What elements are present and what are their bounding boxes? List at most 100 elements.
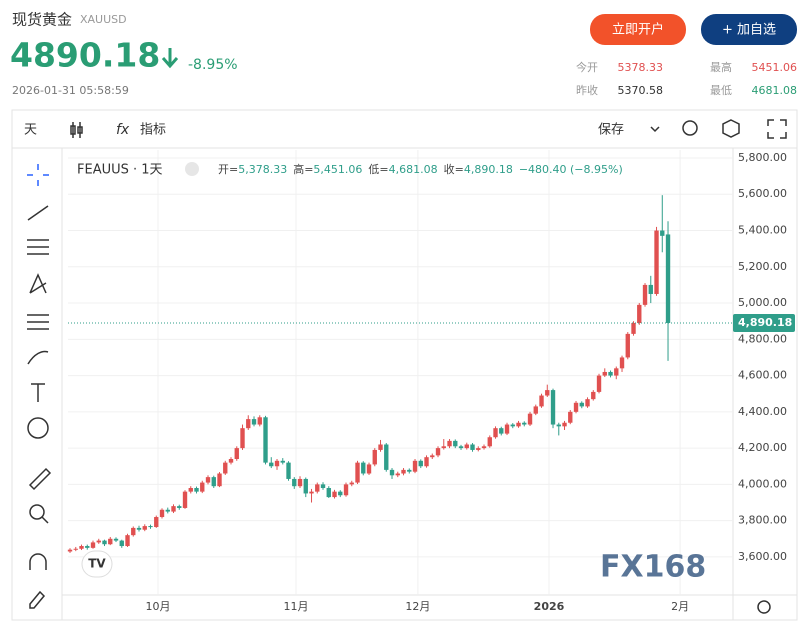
candle-body xyxy=(487,437,492,447)
candle-body xyxy=(458,446,464,449)
save[interactable]: 保存 xyxy=(598,123,624,138)
y-tick-label: 4,400.00 xyxy=(738,405,787,418)
legend-value: 5,378.33 xyxy=(238,163,287,176)
candle-body xyxy=(263,417,268,463)
candle-body xyxy=(280,460,285,463)
fx-icon[interactable]: fx xyxy=(116,122,130,138)
candle-body xyxy=(234,448,239,459)
x-tick-label: 12月 xyxy=(405,600,430,613)
candle-body xyxy=(539,395,544,407)
drawing-tools[interactable] xyxy=(27,164,52,609)
y-tick-label: 3,600.00 xyxy=(738,550,787,563)
legend-toggle[interactable] xyxy=(185,162,199,176)
candle-body xyxy=(148,526,153,528)
y-tick-label: 4,600.00 xyxy=(738,369,787,382)
stat-label: 昨收 xyxy=(576,83,598,97)
price: 4890.18 xyxy=(10,36,160,75)
candle-body xyxy=(424,457,429,467)
candle-icon[interactable] xyxy=(70,122,83,138)
candle-body xyxy=(108,538,113,545)
interval[interactable]: 天 xyxy=(24,123,37,138)
last-price-label: 4,890.18 xyxy=(738,316,792,329)
candle-body xyxy=(527,413,533,425)
y-tick-label: 4,800.00 xyxy=(738,332,787,345)
indicators[interactable]: 指标 xyxy=(140,123,166,138)
candle-body xyxy=(361,462,366,474)
chart-frame xyxy=(11,109,798,621)
settings-icon[interactable] xyxy=(722,119,740,138)
candle-body xyxy=(303,478,308,494)
save-menu[interactable] xyxy=(650,126,660,133)
candle-body xyxy=(320,484,326,489)
candle-body xyxy=(194,488,199,492)
stat-value: 5451.06 xyxy=(752,61,798,74)
candle-body xyxy=(372,449,377,465)
candle-body xyxy=(596,375,602,392)
candle-body xyxy=(585,399,590,407)
legend-label: 低= xyxy=(368,163,388,176)
legend-label: 开= xyxy=(218,163,238,176)
candle-body xyxy=(349,482,354,485)
y-tick-label: 5,400.00 xyxy=(738,224,787,237)
candle-body xyxy=(602,371,607,376)
stat-value: 5370.58 xyxy=(618,84,664,97)
candle-body xyxy=(159,509,165,518)
candle-body xyxy=(568,411,573,423)
stat-value: 5378.33 xyxy=(618,61,664,74)
candle-body xyxy=(516,422,521,427)
asset-symbol: XAUUSD xyxy=(80,13,127,26)
candle-body xyxy=(286,462,291,479)
candle-body xyxy=(119,540,124,547)
candle-body xyxy=(67,549,73,552)
add-watch-button[interactable] xyxy=(701,14,797,45)
axis-settings[interactable] xyxy=(757,600,771,614)
x-tick-label: 2月 xyxy=(671,600,689,613)
candle-body xyxy=(533,406,538,414)
candle-body xyxy=(619,357,625,369)
stat-label: 最低 xyxy=(710,84,732,97)
legend-label: 收= xyxy=(444,162,464,176)
candle-body xyxy=(642,284,648,305)
candle-body xyxy=(493,428,498,438)
x-tick-label: 11月 xyxy=(283,600,308,613)
candle-body xyxy=(499,428,504,434)
stat-label: 最高 xyxy=(710,60,732,74)
candle-body xyxy=(177,506,182,508)
candle-body xyxy=(211,477,216,487)
candle-body xyxy=(665,234,671,323)
candle-body xyxy=(246,419,251,429)
candle-body xyxy=(510,424,515,427)
candle-body xyxy=(154,517,159,527)
add-watch-label[interactable]: + 加自选 xyxy=(722,23,776,38)
candle-body xyxy=(217,473,222,487)
candle-body xyxy=(522,422,527,425)
y-tick-label: 3,800.00 xyxy=(738,514,787,527)
candle-body xyxy=(309,491,314,494)
fullscreen-icon[interactable] xyxy=(767,119,787,139)
candle-body xyxy=(274,460,280,467)
candle-body xyxy=(315,484,320,492)
legend-symbol: FEAUUS · 1天 xyxy=(77,163,163,178)
candle-body xyxy=(326,488,331,498)
x-tick-label: 10月 xyxy=(145,600,170,613)
candle-body xyxy=(343,484,349,496)
candle-body xyxy=(171,506,176,512)
candle-body xyxy=(470,444,475,450)
y-tick-label: 5,200.00 xyxy=(738,260,787,273)
candle-body xyxy=(188,488,193,492)
candle-body xyxy=(131,527,136,536)
candle-body xyxy=(579,402,584,407)
candle-body xyxy=(637,304,642,323)
open-account-label[interactable]: 立即开户 xyxy=(612,22,664,38)
candle-body xyxy=(481,446,487,449)
candle-body xyxy=(573,402,579,412)
y-tick-label: 5,600.00 xyxy=(738,187,787,200)
tv-logo-text: TV xyxy=(88,557,106,571)
candle-body xyxy=(113,538,119,541)
candle-body xyxy=(591,391,596,400)
snapshot-icon[interactable] xyxy=(682,120,698,136)
open-account-button[interactable] xyxy=(590,14,686,45)
candle-body xyxy=(355,462,360,483)
candle-body xyxy=(165,509,170,512)
candle-body xyxy=(228,458,234,463)
